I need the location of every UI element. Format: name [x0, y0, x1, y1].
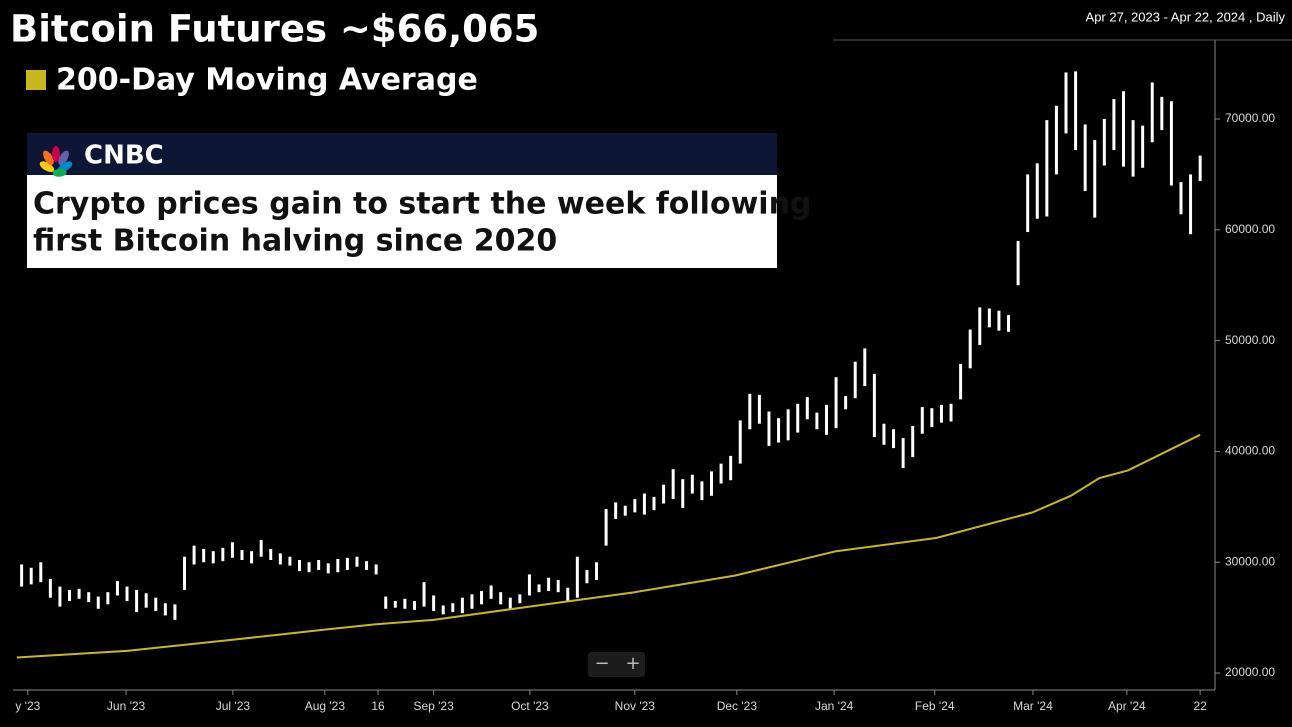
date-range: Apr 27, 2023 - Apr 22, 2024 , Daily — [1086, 9, 1286, 24]
legend-label: 200-Day Moving Average — [56, 63, 478, 98]
x-tick-label: Apr '24 — [1108, 699, 1146, 713]
feather — [43, 150, 54, 166]
y-tick-label: 60000.00 — [1225, 222, 1275, 236]
headline-line: first Bitcoin halving since 2020 — [33, 224, 557, 259]
feather — [52, 146, 60, 162]
x-tick-label: Jun '23 — [107, 699, 146, 713]
feather — [39, 161, 55, 172]
ticks: 20000.00 30000.00 40000.00 50000.00 60000.00… — [15, 111, 1275, 713]
x-tick-label: Jul '23 — [216, 699, 251, 713]
news-card: CNBC Crypto prices gain to start the wee… — [27, 133, 811, 268]
card-header — [27, 133, 777, 175]
zoom-out[interactable]: − — [594, 653, 609, 674]
peacock-logo — [39, 146, 73, 177]
x-tick-label: 16 — [371, 699, 385, 713]
y-tick-label: 20000.00 — [1225, 665, 1275, 679]
x-tick-label: Aug '23 — [305, 699, 346, 713]
feather — [58, 150, 69, 166]
y-tick-label: 30000.00 — [1225, 554, 1275, 568]
zoom-in[interactable]: + — [625, 653, 640, 674]
y-tick-label: 50000.00 — [1225, 333, 1275, 347]
zoom-control: − + — [588, 652, 645, 677]
y-tick-label: 40000.00 — [1225, 444, 1275, 458]
x-tick-label: Sep '23 — [413, 699, 454, 713]
moving-average-line — [16, 433, 1201, 659]
x-tick-label: y '23 — [15, 699, 40, 713]
x-tick-label: Dec '23 — [717, 699, 758, 713]
x-tick-label: Mar '24 — [1013, 699, 1053, 713]
x-tick-label: Nov '23 — [615, 699, 656, 713]
x-tick-label: Oct '23 — [511, 699, 549, 713]
bars — [16, 71, 1202, 659]
feather — [52, 168, 67, 177]
headline-line: Crypto prices gain to start the week fol… — [33, 187, 811, 222]
x-tick-label: 22 — [1193, 699, 1207, 713]
y-tick-label: 70000.00 — [1225, 111, 1275, 125]
x-tick-label: Jan '24 — [815, 699, 854, 713]
chart-title: Bitcoin Futures ~$66,065 — [10, 8, 539, 51]
news-source: CNBC — [84, 141, 164, 171]
x-tick-label: Feb '24 — [915, 699, 955, 713]
legend-swatch — [26, 70, 46, 90]
zoom-panel — [588, 652, 645, 677]
